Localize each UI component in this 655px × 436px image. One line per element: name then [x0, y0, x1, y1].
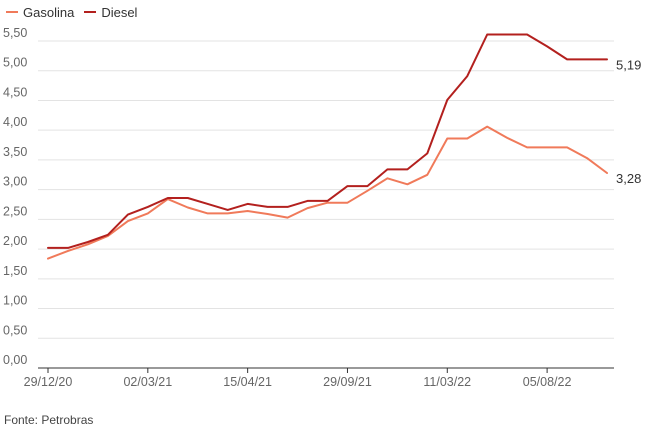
y-tick-label: 4,00: [3, 115, 27, 129]
y-tick-label: 0,50: [3, 323, 27, 337]
y-axis-ticks: 0,00 0,50 1,00 1,50 2,00 2,50 3,00 3,50 4,00 4,50…: [3, 26, 27, 367]
x-tick-label: 29/09/21: [323, 375, 372, 389]
y-tick-label: 5,00: [3, 56, 27, 70]
legend-label-gasolina: Gasolina: [23, 4, 75, 20]
legend-swatch-diesel: [84, 11, 97, 13]
end-label-gasolina: 3,28: [616, 171, 641, 186]
x-tick-label: 05/08/22: [523, 375, 572, 389]
y-tick-label: 1,50: [3, 264, 27, 278]
y-tick-label: 2,50: [3, 204, 27, 218]
series-line-gasolina[interactable]: [47, 125, 608, 260]
gridlines: [38, 40, 614, 369]
chart-legend: Gasolina Diesel: [6, 3, 137, 21]
x-axis-ticks: 29/12/20 02/03/21 15/04/21 29/09/21 11/03/22…: [24, 368, 572, 389]
y-tick-label: 2,00: [3, 234, 27, 248]
end-label-diesel: 5,19: [616, 57, 641, 72]
x-tick-label: 02/03/21: [123, 375, 172, 389]
y-tick-label: 3,00: [3, 175, 27, 189]
y-tick-label: 0,00: [3, 353, 27, 367]
y-tick-label: 3,50: [3, 145, 27, 159]
y-tick-label: 4,50: [3, 85, 27, 99]
series-lines: [47, 33, 608, 260]
legend-item-diesel[interactable]: Diesel: [84, 5, 137, 20]
legend-item-gasolina[interactable]: Gasolina: [6, 5, 74, 20]
y-tick-label: 5,50: [3, 26, 27, 40]
legend-label-diesel: Diesel: [101, 4, 138, 20]
x-tick-label: 11/03/22: [423, 375, 471, 389]
end-labels: 3,28 5,19: [616, 57, 641, 186]
x-tick-label: 29/12/20: [24, 375, 73, 389]
legend-swatch-gasolina: [6, 11, 18, 13]
source-note: Fonte: Petrobras: [4, 413, 94, 427]
y-tick-label: 1,00: [3, 294, 27, 308]
series-line-diesel[interactable]: [47, 33, 608, 249]
x-tick-label: 15/04/21: [223, 375, 272, 389]
